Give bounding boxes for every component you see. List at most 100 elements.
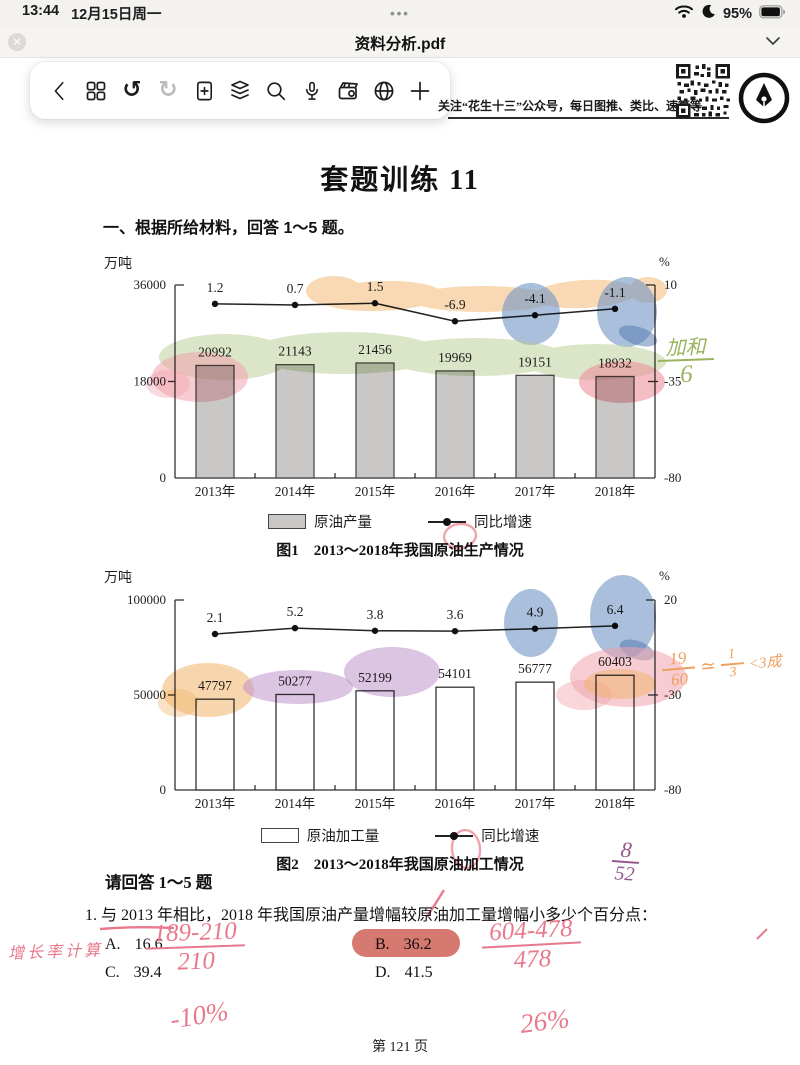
- svg-text:2.1: 2.1: [207, 610, 224, 625]
- layers-button[interactable]: [226, 77, 254, 105]
- redo-button[interactable]: ↻: [158, 77, 178, 103]
- microphone-button[interactable]: [298, 77, 326, 105]
- svg-text:3.8: 3.8: [367, 607, 384, 622]
- svg-text:2018年: 2018年: [595, 484, 636, 499]
- legend-label: 同比增速: [474, 515, 532, 531]
- svg-text:-4.1: -4.1: [524, 291, 545, 306]
- section-intro: 一、根据所给材料，回答 1～5 题。: [103, 220, 354, 237]
- legend-label: 原油加工量: [306, 829, 380, 845]
- svg-text:18000: 18000: [134, 374, 167, 389]
- video-clapper-button[interactable]: [334, 77, 362, 105]
- svg-text:%: %: [659, 568, 670, 583]
- svg-text:2014年: 2014年: [275, 796, 316, 811]
- line-swatch: [428, 517, 466, 526]
- svg-text:18932: 18932: [598, 356, 632, 371]
- svg-text:100000: 100000: [127, 592, 166, 607]
- option-b: B. 36.2: [375, 936, 432, 953]
- battery-icon: [759, 4, 786, 23]
- browser-globe-button[interactable]: [370, 77, 398, 105]
- annotation-tool-button[interactable]: [735, 69, 793, 127]
- document-title: 资料分析.pdf: [354, 36, 446, 53]
- status-bar: 13:44 12月15日周一 ••• 95%: [0, 0, 800, 27]
- add-page-button[interactable]: [190, 77, 218, 105]
- add-button[interactable]: [406, 77, 434, 105]
- chart2-legend: 原油加工量 同比增速: [90, 825, 710, 846]
- svg-text:-1.1: -1.1: [604, 285, 625, 300]
- svg-text:-6.9: -6.9: [444, 297, 466, 312]
- question-1-text: 1. 与 2013 年相比，2018 年我国原油产量增幅较原油加工量增幅小多少个…: [85, 907, 658, 924]
- svg-text:-80: -80: [664, 782, 681, 797]
- chart1-legend: 原油产量 同比增速: [90, 511, 710, 532]
- svg-text:4.9: 4.9: [527, 605, 544, 620]
- handwriting-calc1-result: -10%: [167, 995, 231, 1035]
- handwriting-method-note: 增长率计算: [7, 942, 104, 963]
- answer-prompt: 请回答 1～5 题: [105, 873, 213, 892]
- svg-text:0.7: 0.7: [287, 281, 304, 296]
- svg-text:1.2: 1.2: [207, 280, 224, 295]
- thumbnails-grid-button[interactable]: [82, 77, 110, 105]
- svg-text:20: 20: [664, 592, 677, 607]
- line-swatch: [435, 831, 474, 840]
- more-dots[interactable]: •••: [390, 6, 410, 21]
- title-bar: ✕ 资料分析.pdf: [0, 27, 800, 58]
- svg-text:2016年: 2016年: [435, 484, 476, 499]
- svg-text:36000: 36000: [134, 277, 167, 292]
- chart1-caption: 图1 2013～2018年我国原油生产情况: [276, 543, 524, 559]
- svg-text:0: 0: [160, 470, 167, 485]
- close-icon[interactable]: ✕: [8, 33, 26, 51]
- svg-text:2014年: 2014年: [275, 484, 316, 499]
- svg-text:21143: 21143: [278, 344, 311, 359]
- pen-tick-mark: [756, 928, 768, 940]
- svg-text:2018年: 2018年: [595, 796, 636, 811]
- undo-button[interactable]: ↺: [122, 77, 142, 103]
- page-number: 第 121 页: [372, 1040, 428, 1055]
- svg-text:万吨: 万吨: [104, 570, 132, 586]
- svg-text:54101: 54101: [438, 666, 472, 681]
- handwriting-calc2-result: 26%: [518, 1003, 572, 1039]
- chevron-down-icon[interactable]: [764, 33, 782, 54]
- svg-text:-80: -80: [664, 470, 681, 485]
- svg-text:50277: 50277: [278, 673, 312, 688]
- svg-text:10: 10: [664, 277, 677, 292]
- svg-text:56777: 56777: [518, 661, 552, 676]
- promo-text: 关注“花生十三”公众号，每日图推、类比、速算等: [438, 99, 703, 113]
- header-rule: [448, 117, 729, 119]
- svg-text:6.4: 6.4: [607, 602, 624, 617]
- qr-code: [676, 64, 730, 123]
- svg-text:2017年: 2017年: [515, 484, 556, 499]
- svg-text:2016年: 2016年: [435, 796, 476, 811]
- svg-text:20992: 20992: [198, 344, 232, 359]
- svg-text:3.6: 3.6: [447, 607, 464, 622]
- moon-icon: [701, 4, 716, 23]
- annotation-toolbar: ↺ ↻: [30, 62, 450, 119]
- svg-text:50000: 50000: [134, 687, 167, 702]
- legend-label: 同比增速: [481, 829, 540, 845]
- back-button[interactable]: [46, 77, 74, 105]
- svg-text:19151: 19151: [518, 354, 552, 369]
- date: 12月15日周一: [71, 7, 162, 23]
- search-icon[interactable]: [262, 77, 290, 105]
- svg-text:2013年: 2013年: [195, 484, 236, 499]
- chart1-canvas: 36000 18000 0 10 -35 -80 万吨 % 2013年 2014年 2015年 201…: [104, 254, 681, 499]
- legend-label: 原油产量: [314, 515, 372, 531]
- chart-oil-processing: 100000 50000 0 20 -30 -80 万吨% 2013年 2014年 2015年 20…: [90, 566, 710, 874]
- svg-text:1.5: 1.5: [367, 279, 384, 294]
- svg-text:%: %: [659, 254, 670, 269]
- option-d: D. 41.5: [375, 964, 433, 981]
- svg-text:19969: 19969: [438, 350, 472, 365]
- svg-text:2017年: 2017年: [515, 796, 556, 811]
- bar-swatch: [260, 828, 299, 843]
- clock: 13:44: [22, 3, 60, 19]
- svg-text:-35: -35: [664, 374, 681, 389]
- option-a: A. 16.6: [105, 936, 163, 953]
- svg-text:2015年: 2015年: [355, 484, 396, 499]
- chart2-canvas: 100000 50000 0 20 -30 -80 万吨 % 2013年 2014年 2015年 20…: [104, 568, 681, 811]
- svg-text:2013年: 2013年: [195, 796, 236, 811]
- svg-text:60403: 60403: [598, 654, 632, 669]
- page-title: 套题训练 11: [320, 165, 480, 196]
- svg-text:52199: 52199: [358, 670, 392, 685]
- svg-text:21456: 21456: [358, 342, 392, 357]
- svg-text:2015年: 2015年: [355, 796, 396, 811]
- svg-text:0: 0: [160, 782, 167, 797]
